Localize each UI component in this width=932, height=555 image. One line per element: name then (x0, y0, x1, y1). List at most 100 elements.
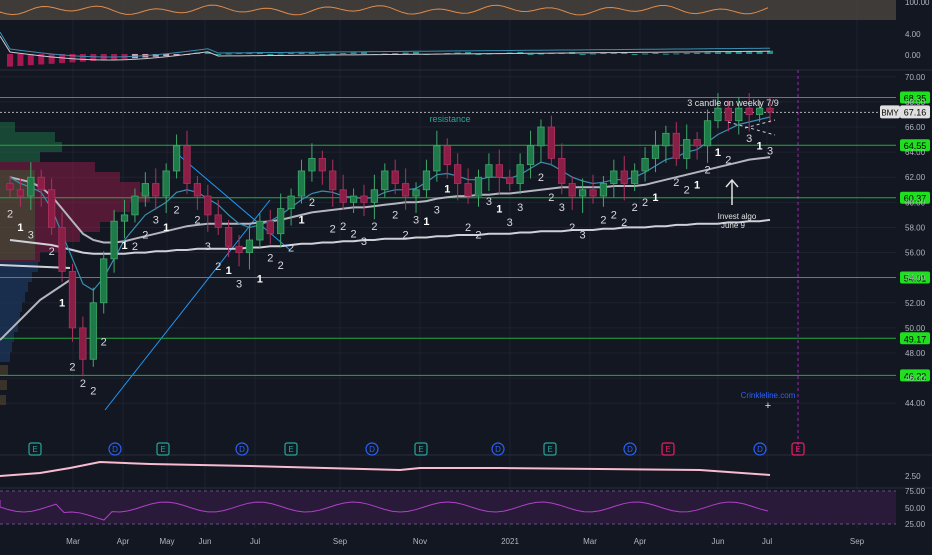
candle-body (599, 183, 608, 197)
macd-histogram-bar (308, 52, 315, 54)
candle-count-label: 2 (340, 221, 346, 233)
volume-profile-bar (0, 182, 140, 192)
macd-histogram-bar (714, 52, 721, 54)
macd-histogram-bar (590, 53, 597, 55)
top-oscillator-tick: 100.00 (905, 0, 930, 7)
invest-algo-date: June 9 (721, 221, 746, 230)
macd-histogram-bar (27, 54, 34, 66)
candle-count-label: 1 (298, 215, 304, 227)
volume-profile-bar (0, 142, 62, 152)
weekly-annotation: 3 candle on weekly 7/9 (687, 98, 779, 108)
volume-profile-bar (0, 342, 12, 352)
candle-body (339, 189, 347, 203)
candle-body (516, 164, 524, 184)
candle-body (526, 145, 535, 166)
event-marker-label: D (239, 445, 245, 454)
macd-histogram-bar (652, 53, 659, 54)
time-axis-label: Jun (199, 537, 212, 546)
macd-histogram-bar (48, 54, 55, 64)
macd-histogram-bar (465, 52, 472, 54)
level-price-label: 49.17 (904, 334, 927, 344)
macd-histogram-bar (267, 54, 274, 55)
candle-body (703, 120, 712, 147)
candle-count-label: 1 (694, 180, 700, 192)
candle-body (297, 170, 306, 197)
moving-average-slow (9, 218, 771, 255)
event-marker-label: D (369, 445, 375, 454)
candle-body (724, 107, 732, 122)
time-axis-label: May (159, 537, 174, 546)
candle-body (651, 145, 660, 159)
time-axis-label: Jul (762, 537, 772, 546)
macd-histogram-bar (90, 54, 97, 61)
candle-body (454, 164, 462, 184)
candle-body (391, 170, 399, 184)
candle-body (735, 107, 743, 122)
volume-profile-bar (0, 292, 25, 302)
dividend-marker (623, 442, 637, 456)
volume-profile-bar (0, 282, 28, 292)
earnings-marker (661, 442, 675, 456)
candle-body (766, 107, 774, 113)
macd-histogram-bar (454, 52, 461, 54)
candle-body (381, 170, 389, 191)
time-axis-label: Jun (712, 537, 725, 546)
macd-histogram-bar (475, 54, 482, 55)
macd-histogram-bar (7, 54, 13, 67)
candle-count-label: 1 (17, 222, 23, 234)
macd-histogram-bar (360, 52, 367, 54)
price-tick-label: 62.00 (905, 173, 926, 182)
trend-line (104, 199, 271, 411)
time-axis-label: Mar (583, 537, 597, 546)
candle-body (693, 139, 701, 147)
candle-body (578, 189, 587, 197)
candle-count-label: 3 (361, 236, 367, 248)
candle-count-label: 2 (465, 222, 471, 234)
macd-histogram-bar (579, 54, 586, 55)
last-price-label: 67.16 (904, 107, 927, 117)
macd-histogram-bar (673, 53, 680, 55)
candle-body (287, 195, 295, 210)
candle-body (245, 239, 254, 253)
event-marker-label: E (288, 445, 293, 454)
candle-body (662, 132, 670, 147)
time-axis-label: Sep (850, 537, 865, 546)
event-marker-label: E (160, 445, 165, 454)
candle-body (204, 195, 212, 216)
candle-body (537, 126, 545, 147)
candle-body (443, 145, 451, 166)
earnings-marker (28, 442, 42, 456)
level-price-tag (900, 91, 930, 104)
candle-body (100, 258, 108, 304)
candle-count-label: 3 (767, 146, 773, 158)
candle-body (256, 220, 264, 241)
candle-body (349, 195, 358, 203)
rsi-line (0, 500, 769, 521)
macd-histogram-bar (329, 53, 336, 55)
level-price-label: 60.37 (904, 194, 927, 204)
candle-body (610, 170, 618, 184)
macd-histogram-bar (350, 52, 357, 54)
macd-histogram-bar (236, 53, 243, 54)
candle-body (120, 214, 129, 222)
moving-average-fast (9, 116, 771, 291)
volume-profile-bar (0, 365, 8, 375)
dividend-marker (365, 442, 379, 456)
moving-average-slow-start (0, 264, 71, 269)
candle-body (58, 227, 66, 272)
candle-count-label: 1 (423, 216, 429, 228)
candle-count-label: 3 (28, 230, 34, 242)
candle-count-label: 2 (194, 215, 200, 227)
macd-histogram-bar (527, 54, 534, 55)
macd-histogram-bar (402, 52, 409, 54)
volume-profile-bar (0, 242, 60, 252)
macd-histogram-bar (392, 53, 399, 54)
volume-profile-bar (0, 262, 38, 272)
level-price-label: 54.01 (904, 274, 927, 284)
candle-count-label: 2 (267, 252, 273, 264)
invest-algo-annotation: Invest algo (718, 212, 757, 221)
event-marker-label: D (627, 445, 633, 454)
candle-body (558, 157, 566, 184)
